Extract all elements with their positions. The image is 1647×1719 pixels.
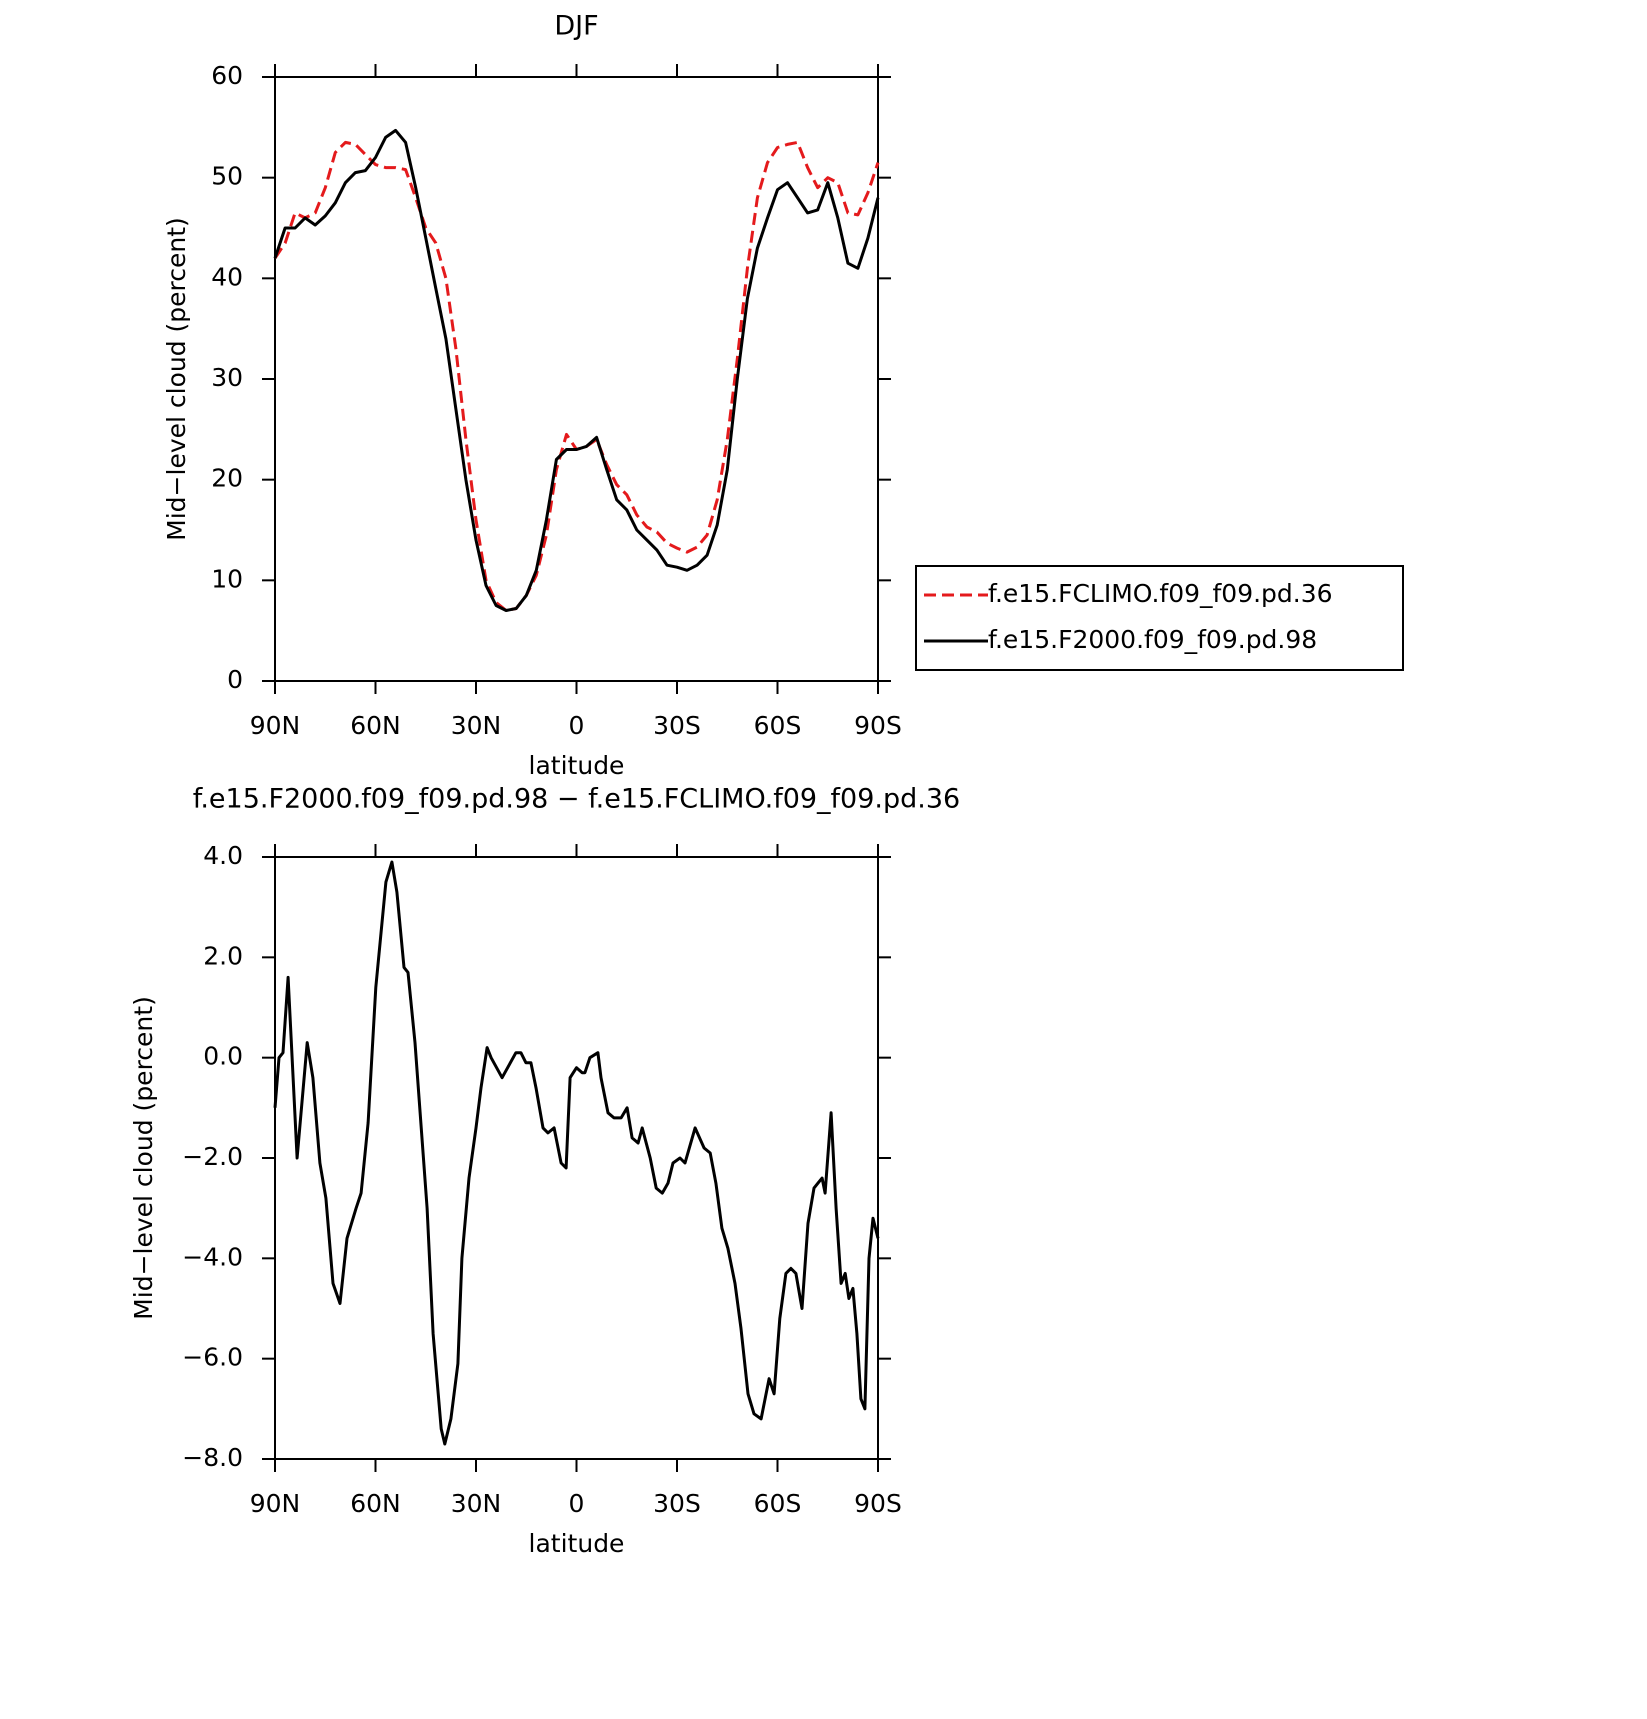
y-tick-label: 4.0: [203, 841, 243, 870]
y-tick-label: 10: [211, 564, 243, 593]
y-tick-label: 0.0: [203, 1042, 243, 1071]
y-tick-label: 20: [211, 464, 243, 493]
x-tick-label: 0: [569, 1489, 585, 1518]
x-tick-label: 60S: [754, 711, 802, 740]
plot-frame: [274, 76, 879, 682]
x-tick-label: 90N: [250, 711, 301, 740]
x-tick-label: 30N: [451, 1489, 502, 1518]
x-tick-label: 30N: [451, 711, 502, 740]
y-tick-label: 30: [211, 363, 243, 392]
plot-frame: [274, 856, 879, 1460]
x-axis-label: latitude: [529, 1529, 625, 1558]
x-tick-label: 90S: [854, 1489, 902, 1518]
y-axis-label: Mid−level cloud (percent): [129, 996, 158, 1320]
data-line: [273, 140, 880, 612]
y-tick-label: −6.0: [182, 1343, 243, 1372]
x-tick-label: 90S: [854, 711, 902, 740]
legend-label: f.e15.FCLIMO.f09_f09.pd.36: [988, 579, 1333, 608]
y-axis-label: Mid−level cloud (percent): [162, 217, 191, 541]
x-tick-label: 60N: [350, 711, 401, 740]
y-tick-label: 2.0: [203, 941, 243, 970]
x-axis-label: latitude: [529, 751, 625, 780]
y-tick-label: −2.0: [182, 1142, 243, 1171]
chart-title: DJF: [554, 11, 598, 42]
chart-title: f.e15.F2000.f09_f09.pd.98 − f.e15.FCLIMO…: [193, 784, 960, 815]
y-tick-label: −8.0: [182, 1443, 243, 1472]
legend-box: [915, 565, 1404, 671]
x-tick-label: 0: [569, 711, 585, 740]
y-tick-label: 60: [211, 61, 243, 90]
x-tick-label: 90N: [250, 1489, 301, 1518]
x-tick-label: 30S: [653, 1489, 701, 1518]
data-line: [273, 128, 880, 612]
y-tick-label: 50: [211, 162, 243, 191]
y-tick-label: −4.0: [182, 1242, 243, 1271]
x-tick-label: 60S: [754, 1489, 802, 1518]
x-tick-label: 30S: [653, 711, 701, 740]
legend-label: f.e15.F2000.f09_f09.pd.98: [988, 625, 1317, 654]
x-tick-label: 60N: [350, 1489, 401, 1518]
y-tick-label: 40: [211, 262, 243, 291]
y-tick-label: 0: [227, 665, 243, 694]
data-line: [273, 860, 880, 1446]
